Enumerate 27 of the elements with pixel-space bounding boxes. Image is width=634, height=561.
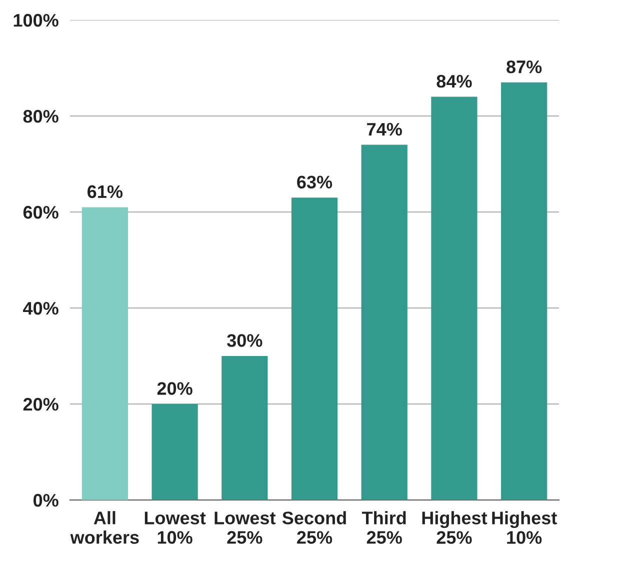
x-tick-label: Highest 25%	[422, 511, 488, 544]
x-tick-label: Lowest 10%	[144, 512, 206, 544]
bar	[152, 404, 198, 500]
bar	[361, 144, 408, 500]
y-tick-label: 40%	[23, 302, 58, 315]
x-tick-label: Lowest 25%	[214, 512, 276, 544]
bar	[501, 82, 548, 500]
y-tick-label: 60%	[23, 206, 58, 219]
y-tick-label: 100%	[14, 14, 58, 27]
y-tick-label: 20%	[23, 398, 58, 411]
data-label: 61%	[88, 185, 123, 198]
bar	[82, 207, 128, 500]
bar	[222, 356, 268, 500]
bar	[291, 198, 338, 500]
x-tick-label: Highest 10%	[492, 511, 557, 544]
x-tick-label: Third 25%	[362, 511, 406, 544]
data-label: 30%	[226, 334, 262, 347]
y-tick-label: 0%	[34, 494, 58, 507]
data-label: 87%	[506, 60, 542, 74]
bar	[431, 96, 478, 500]
data-label: 20%	[157, 382, 192, 395]
x-tick-label: All workers	[70, 511, 139, 544]
data-label: 84%	[436, 74, 472, 88]
y-tick-label: 80%	[23, 110, 58, 123]
x-tick-label: Second 25%	[282, 511, 346, 544]
data-label: 74%	[367, 122, 402, 136]
data-label: 63%	[297, 176, 332, 188]
